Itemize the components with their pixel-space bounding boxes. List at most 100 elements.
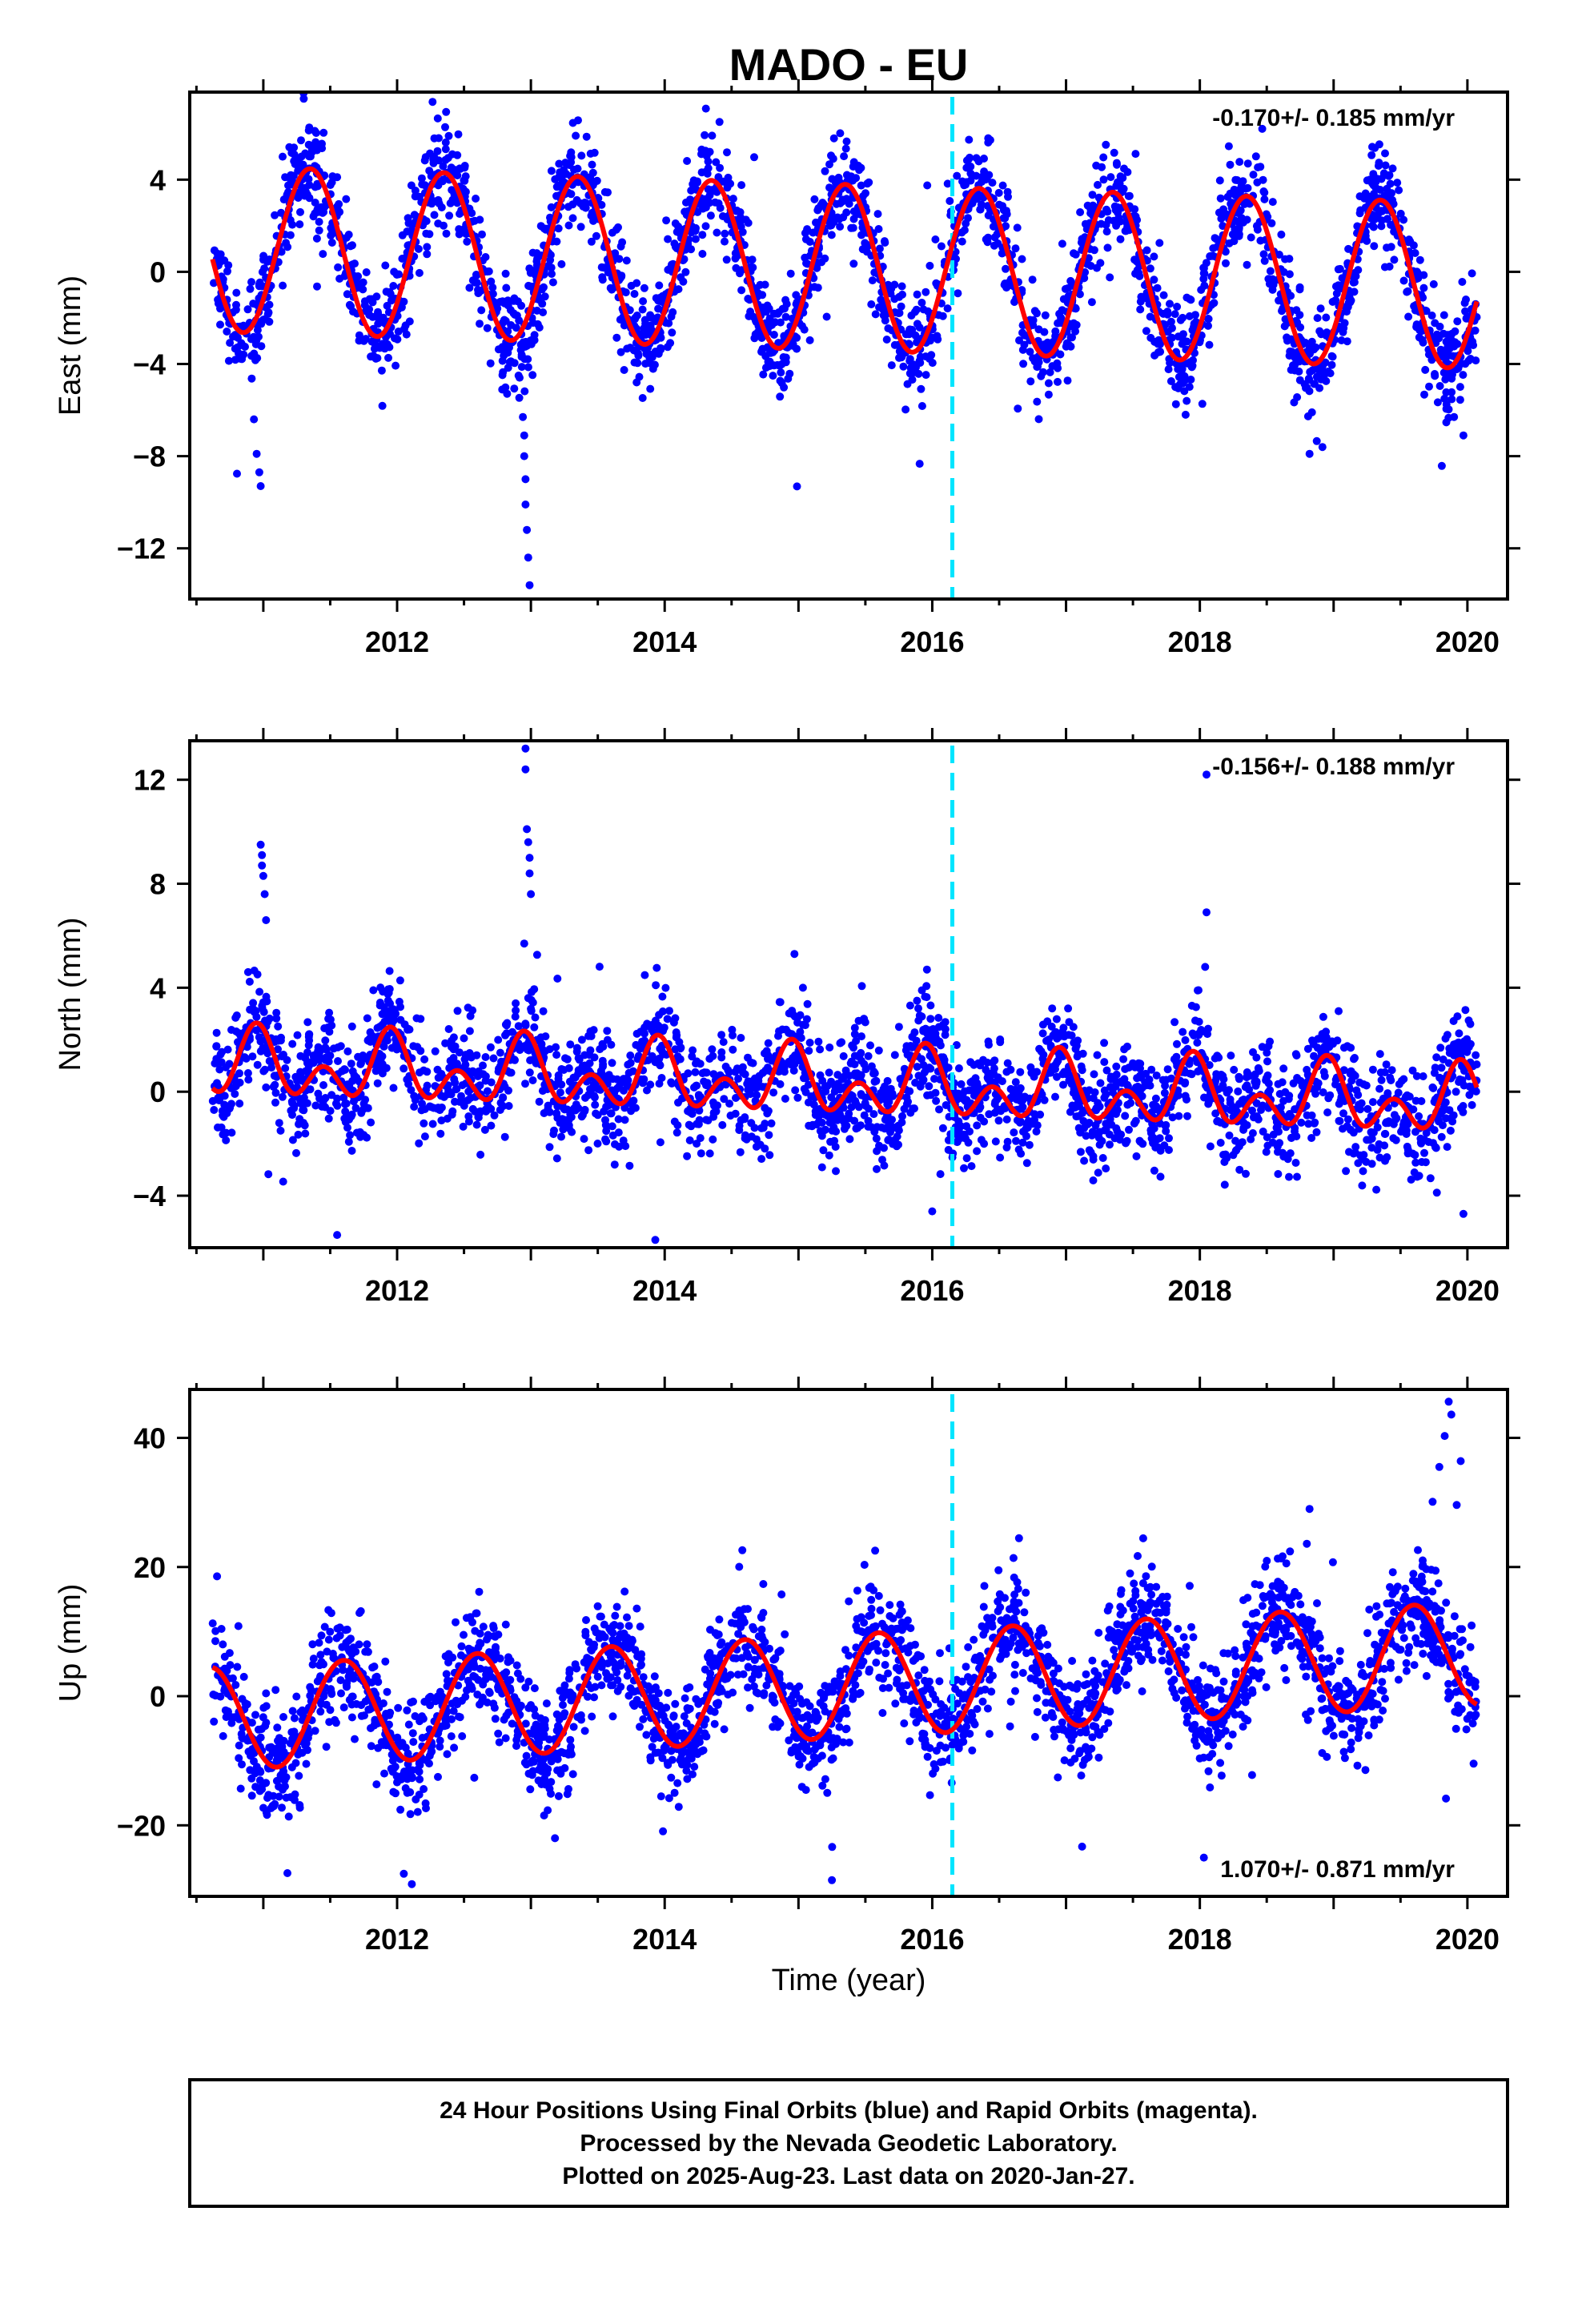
data-point (1456, 383, 1464, 392)
data-point (1118, 174, 1127, 183)
data-point (1136, 305, 1145, 314)
data-point (297, 136, 305, 145)
data-point (501, 1031, 509, 1039)
data-point (444, 1025, 453, 1033)
data-point (1242, 184, 1250, 193)
data-point (296, 207, 304, 216)
data-point (434, 219, 443, 228)
data-point (279, 281, 287, 290)
data-point (311, 1101, 320, 1110)
data-point (539, 308, 548, 316)
data-point (598, 1056, 607, 1065)
data-point (776, 1080, 785, 1088)
data-point (292, 1148, 300, 1157)
east-fit-curve (210, 166, 1480, 371)
data-point (913, 290, 921, 299)
data-point (1456, 396, 1464, 404)
data-point (511, 1012, 520, 1021)
data-point (1118, 187, 1127, 196)
data-point (934, 1023, 943, 1031)
data-point (521, 1080, 529, 1088)
data-point (821, 254, 829, 263)
data-point (801, 229, 809, 237)
data-point (1052, 1015, 1061, 1023)
data-point (1363, 1104, 1372, 1113)
data-point (944, 1063, 953, 1072)
data-point (671, 219, 680, 227)
data-point (455, 230, 464, 239)
data-point (311, 199, 319, 207)
data-point (1285, 255, 1294, 263)
data-point (1367, 1160, 1376, 1168)
data-point (1113, 1106, 1122, 1115)
data-point (1445, 1106, 1454, 1115)
data-point (994, 1116, 1003, 1125)
data-point (1142, 246, 1151, 255)
data-point (1375, 1153, 1384, 1162)
data-point (1165, 1146, 1173, 1154)
data-point (514, 1022, 523, 1031)
data-point (711, 198, 720, 207)
data-point (769, 1088, 778, 1097)
data-point (968, 1077, 977, 1086)
data-point (1212, 1070, 1221, 1079)
data-point (462, 230, 471, 239)
data-point (1444, 405, 1453, 414)
data-point (1097, 219, 1106, 228)
data-point (1100, 1086, 1109, 1095)
data-point (1471, 326, 1480, 335)
data-point (1146, 1126, 1155, 1135)
data-point (702, 1116, 711, 1124)
data-point (884, 324, 893, 332)
data-point (533, 255, 541, 263)
data-point (410, 211, 419, 219)
data-point (210, 1106, 219, 1114)
data-point (1087, 298, 1096, 307)
data-point (368, 312, 377, 321)
data-point (1466, 1019, 1475, 1028)
data-point (857, 181, 865, 190)
data-point (976, 205, 985, 214)
outlier-point (250, 415, 259, 424)
data-point (1345, 1148, 1353, 1156)
data-point (289, 171, 298, 180)
data-point (1222, 259, 1230, 267)
data-point (1295, 283, 1304, 292)
data-point (1279, 1096, 1288, 1105)
data-point (498, 319, 507, 328)
data-point (1142, 1081, 1150, 1090)
data-point (1430, 1068, 1439, 1077)
data-point (1102, 140, 1110, 149)
data-point (1041, 311, 1050, 320)
data-point (1375, 1050, 1384, 1059)
data-point (1072, 1112, 1081, 1121)
data-point (1375, 1140, 1383, 1148)
data-point (451, 1078, 460, 1087)
data-point (639, 297, 648, 306)
data-point (279, 1177, 287, 1186)
data-point (243, 1043, 251, 1051)
data-point (1183, 1112, 1191, 1120)
data-point (1028, 275, 1037, 284)
data-point (1171, 383, 1180, 392)
data-point (1439, 1055, 1447, 1063)
data-point (1412, 323, 1421, 332)
data-point (1171, 400, 1180, 408)
data-point (1472, 1087, 1480, 1096)
data-point (1384, 1117, 1393, 1126)
data-point (342, 233, 351, 242)
data-point (368, 298, 377, 307)
data-point (738, 1063, 747, 1072)
data-point (1415, 333, 1423, 342)
data-point (577, 1035, 586, 1044)
data-point (445, 211, 454, 220)
data-point (825, 160, 833, 169)
data-point (525, 1068, 534, 1077)
data-point (1461, 307, 1470, 316)
data-point (646, 350, 655, 359)
data-point (941, 1031, 950, 1039)
data-point (1089, 1176, 1098, 1184)
data-point (324, 1057, 333, 1066)
data-point (1456, 1104, 1465, 1112)
data-point (701, 147, 710, 155)
